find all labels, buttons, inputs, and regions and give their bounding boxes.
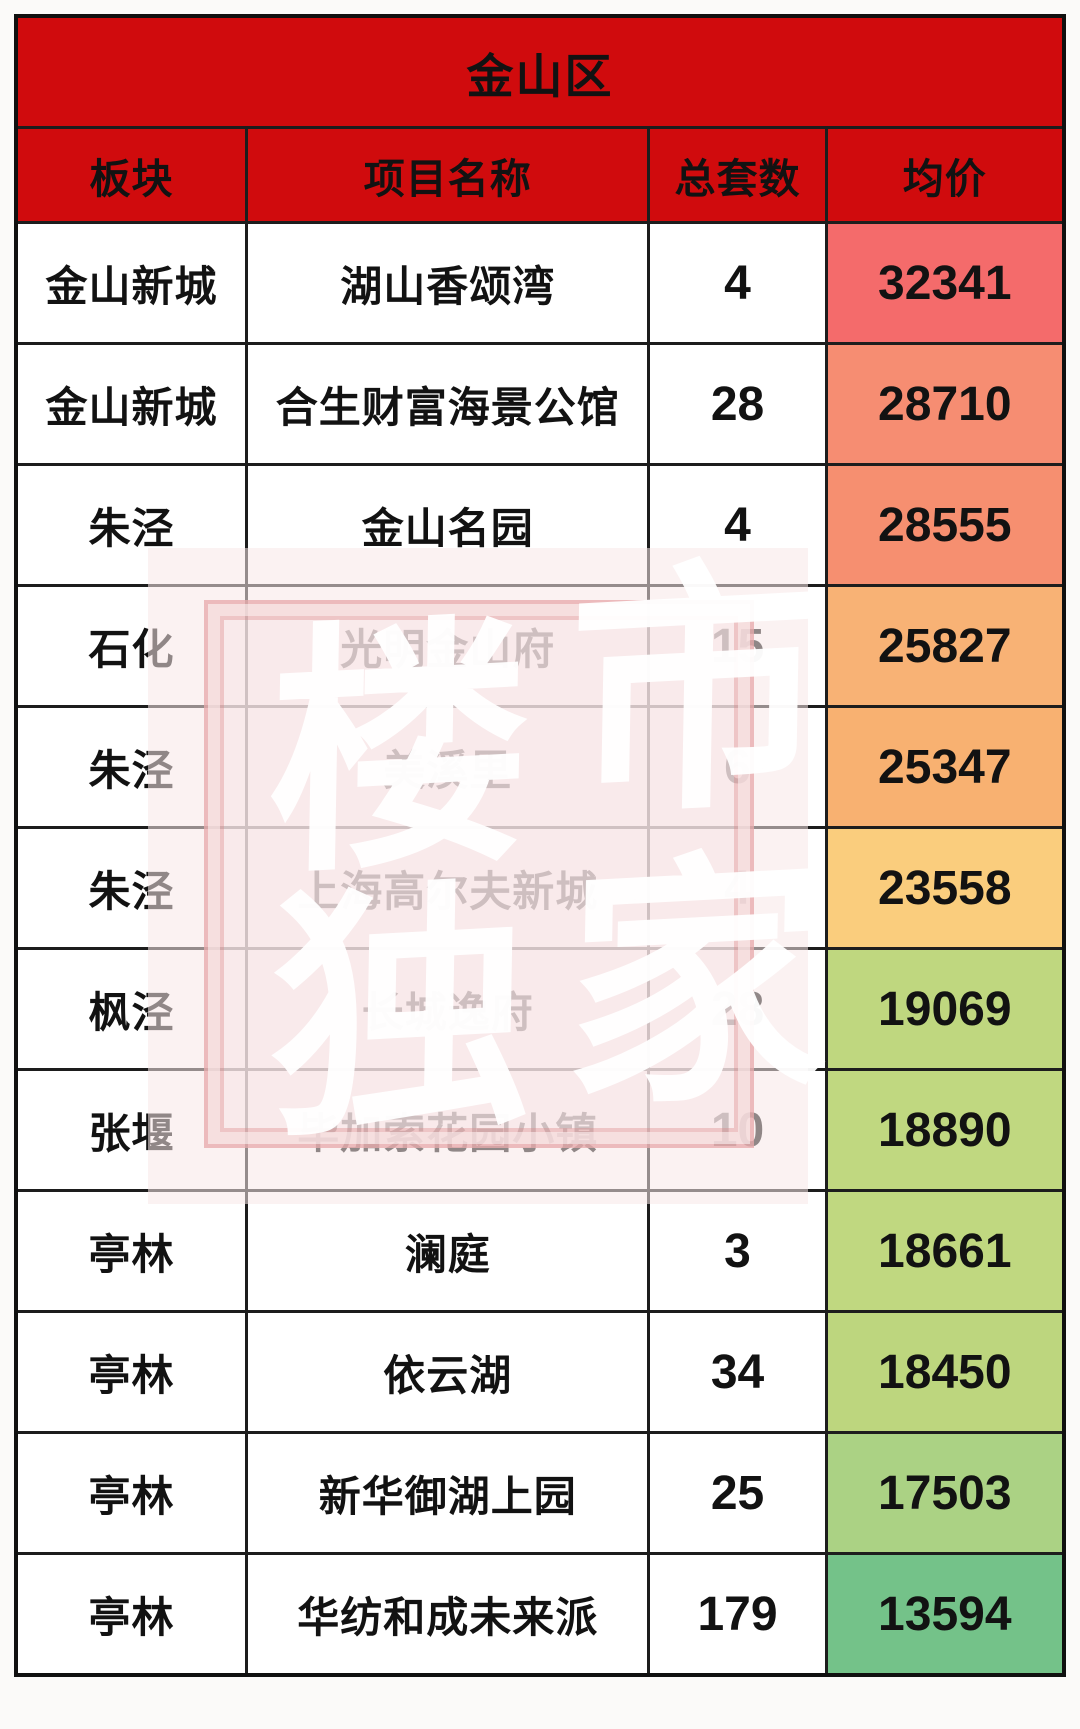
col-header-price: 均价: [824, 126, 1066, 224]
table-row: 朱泾 上海高尔夫新城 4 23558: [14, 826, 1066, 950]
table-row: 亭林 华纺和成未来派 179 13594: [14, 1552, 1066, 1677]
cell-area: 石化: [14, 584, 249, 708]
cell-area: 金山新城: [14, 342, 249, 466]
cell-price: 17503: [824, 1431, 1066, 1555]
cell-units: 4: [647, 463, 828, 587]
cell-area: 亭林: [14, 1189, 249, 1313]
cell-area: 枫泾: [14, 947, 249, 1071]
district-price-table: 金山区 板块 项目名称 总套数 均价 金山新城 湖山香颂湾 4 32341 金山新城 合生…: [14, 14, 1066, 1677]
cell-units: 28: [647, 342, 828, 466]
cell-project: 美溪里: [245, 705, 651, 829]
cell-area: 朱泾: [14, 463, 249, 587]
cell-units: 3: [647, 1189, 828, 1313]
cell-project: 新华御湖上园: [245, 1431, 651, 1555]
cell-units: 25: [647, 1431, 828, 1555]
table-row: 金山新城 合生财富海景公馆 28 28710: [14, 342, 1066, 466]
table-row: 朱泾 金山名园 4 28555: [14, 463, 1066, 587]
cell-price: 25347: [824, 705, 1066, 829]
cell-price: 28555: [824, 463, 1066, 587]
cell-price: 23558: [824, 826, 1066, 950]
table-row: 枫泾 长城逸府 28 19069: [14, 947, 1066, 1071]
cell-project: 金山名园: [245, 463, 651, 587]
header-row: 板块 项目名称 总套数 均价: [14, 126, 1066, 224]
cell-units: 15: [647, 584, 828, 708]
table-row: 亭林 新华御湖上园 25 17503: [14, 1431, 1066, 1555]
col-header-project: 项目名称: [245, 126, 651, 224]
cell-project: 毕加索花园小镇: [245, 1068, 651, 1192]
district-title: 金山区: [14, 14, 1066, 129]
cell-area: 亭林: [14, 1310, 249, 1434]
cell-units: 6: [647, 705, 828, 829]
cell-area: 朱泾: [14, 826, 249, 950]
cell-price: 18661: [824, 1189, 1066, 1313]
table-row: 金山新城 湖山香颂湾 4 32341: [14, 221, 1066, 345]
cell-units: 10: [647, 1068, 828, 1192]
table-row: 张堰 毕加索花园小镇 10 18890: [14, 1068, 1066, 1192]
cell-project: 澜庭: [245, 1189, 651, 1313]
cell-units: 179: [647, 1552, 828, 1677]
cell-project: 上海高尔夫新城: [245, 826, 651, 950]
cell-project: 长城逸府: [245, 947, 651, 1071]
cell-price: 19069: [824, 947, 1066, 1071]
title-row: 金山区: [14, 14, 1066, 129]
cell-area: 亭林: [14, 1431, 249, 1555]
cell-units: 4: [647, 221, 828, 345]
cell-units: 34: [647, 1310, 828, 1434]
table-row: 石化 光明金山府 15 25827: [14, 584, 1066, 708]
cell-project: 光明金山府: [245, 584, 651, 708]
cell-project: 湖山香颂湾: [245, 221, 651, 345]
cell-area: 金山新城: [14, 221, 249, 345]
cell-price: 18450: [824, 1310, 1066, 1434]
cell-price: 32341: [824, 221, 1066, 345]
cell-project: 合生财富海景公馆: [245, 342, 651, 466]
table-row: 亭林 依云湖 34 18450: [14, 1310, 1066, 1434]
cell-price: 18890: [824, 1068, 1066, 1192]
col-header-area: 板块: [14, 126, 249, 224]
cell-price: 28710: [824, 342, 1066, 466]
table-row: 亭林 澜庭 3 18661: [14, 1189, 1066, 1313]
cell-project: 华纺和成未来派: [245, 1552, 651, 1677]
cell-price: 25827: [824, 584, 1066, 708]
cell-units: 4: [647, 826, 828, 950]
cell-project: 依云湖: [245, 1310, 651, 1434]
cell-price: 13594: [824, 1552, 1066, 1677]
cell-area: 朱泾: [14, 705, 249, 829]
table-row: 朱泾 美溪里 6 25347: [14, 705, 1066, 829]
cell-area: 张堰: [14, 1068, 249, 1192]
cell-units: 28: [647, 947, 828, 1071]
cell-area: 亭林: [14, 1552, 249, 1677]
col-header-units: 总套数: [647, 126, 828, 224]
